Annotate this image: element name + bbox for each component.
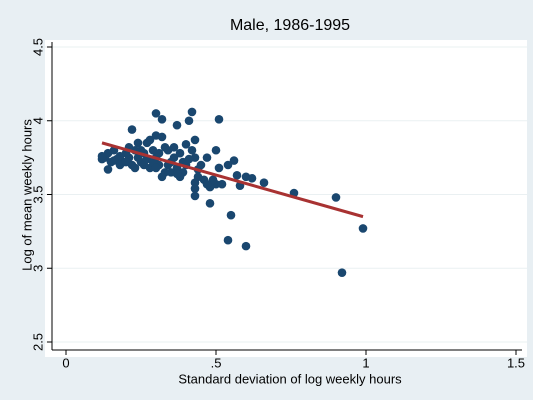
data-point xyxy=(190,135,200,145)
y-tick-label: 2.5 xyxy=(30,333,45,351)
data-point xyxy=(130,163,140,173)
data-point xyxy=(193,172,203,182)
data-point xyxy=(241,241,251,251)
y-tick-label: 4.5 xyxy=(30,38,45,56)
fit-line xyxy=(101,141,364,219)
data-point xyxy=(202,153,212,162)
y-tick-label: 3.5 xyxy=(30,185,45,203)
data-point xyxy=(211,145,221,155)
data-point xyxy=(109,156,119,165)
data-point xyxy=(196,160,206,170)
x-tick-label: 1 xyxy=(362,355,369,370)
x-tick-label: 1.5 xyxy=(507,355,525,370)
data-point xyxy=(175,148,185,158)
data-point xyxy=(160,143,170,152)
data-point xyxy=(217,179,227,189)
data-point xyxy=(331,193,341,202)
data-point xyxy=(151,163,161,173)
data-point xyxy=(223,160,233,170)
x-tick-label: 0 xyxy=(62,355,69,370)
data-point xyxy=(142,138,152,148)
data-point xyxy=(226,210,236,220)
data-point xyxy=(229,156,239,165)
data-point xyxy=(157,114,167,124)
data-point xyxy=(190,184,200,193)
x-axis-label: Standard deviation of log weekly hours xyxy=(178,371,402,386)
plot-area xyxy=(45,40,527,357)
data-point xyxy=(208,175,218,185)
data-point xyxy=(172,169,182,179)
data-point xyxy=(157,132,167,142)
chart-title: Male, 1986-1995 xyxy=(230,17,350,34)
data-point xyxy=(187,145,197,155)
y-tick-label: 4 xyxy=(30,117,45,124)
data-point xyxy=(121,157,131,167)
data-point xyxy=(190,191,200,201)
data-point xyxy=(259,178,269,187)
data-point xyxy=(337,268,347,277)
data-point xyxy=(247,173,257,183)
data-point xyxy=(127,125,137,134)
y-axis-label: Log of mean weekly hours xyxy=(19,119,34,271)
data-point xyxy=(214,163,224,173)
x-tick-label: .5 xyxy=(211,355,222,370)
data-point xyxy=(187,107,197,117)
data-point xyxy=(172,120,182,130)
data-point xyxy=(181,140,191,149)
data-point xyxy=(202,179,212,189)
data-point xyxy=(223,235,233,245)
data-point xyxy=(205,199,215,208)
data-point xyxy=(169,143,179,152)
data-point xyxy=(154,148,164,158)
data-point xyxy=(184,116,194,126)
data-point xyxy=(157,172,167,182)
data-point xyxy=(133,153,143,162)
data-point xyxy=(214,114,224,124)
data-point xyxy=(133,138,143,148)
data-point xyxy=(184,154,194,164)
y-tick-label: 3 xyxy=(30,265,45,272)
data-point xyxy=(103,148,113,158)
data-point xyxy=(151,109,161,118)
data-point xyxy=(232,171,242,180)
data-point xyxy=(358,224,368,233)
data-point xyxy=(103,165,113,174)
